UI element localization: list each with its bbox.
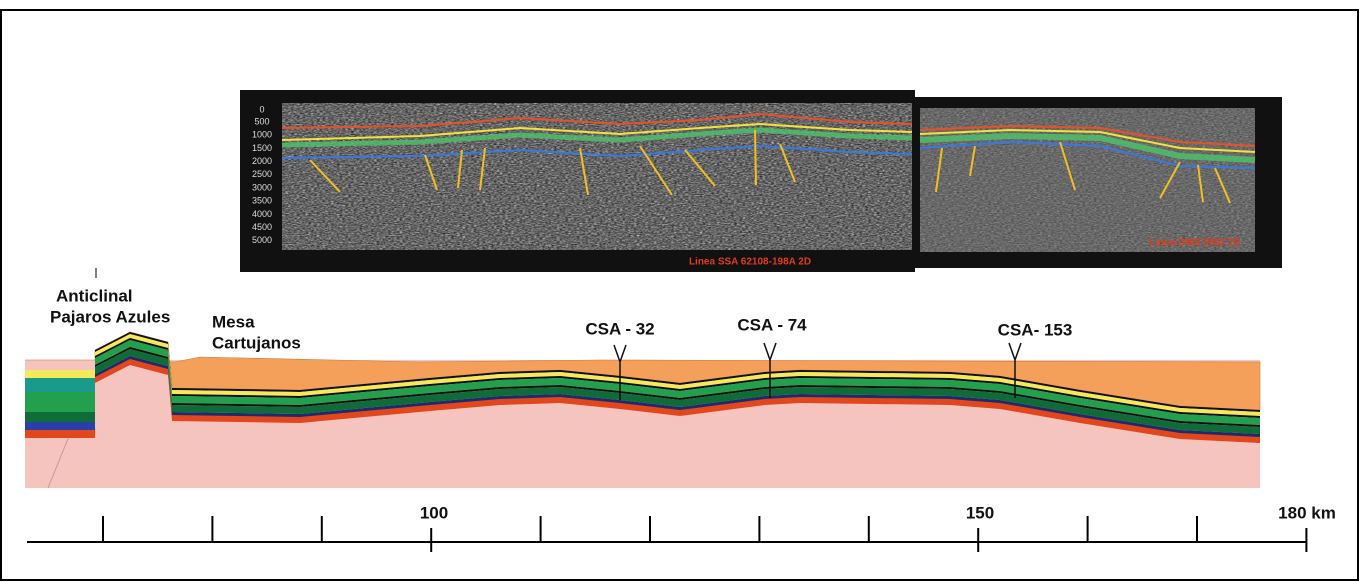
depth-label: 3000 — [252, 182, 272, 192]
depth-label: 4000 — [252, 209, 272, 219]
mesa-label: Mesa — [212, 312, 255, 331]
depth-label: 3500 — [252, 196, 272, 206]
anticline-label: Anticlinal — [56, 286, 133, 305]
depth-label: 1000 — [252, 130, 272, 140]
stratum — [25, 412, 95, 422]
depth-label: 2500 — [252, 169, 272, 179]
seismic-panel-2: Linea DMS 5092 2D — [915, 97, 1282, 268]
stratum — [25, 370, 95, 378]
seismic-line-label: Linea DMS 5092 2D — [1149, 238, 1241, 249]
scale-label: 150 — [966, 503, 994, 522]
stratum — [25, 392, 95, 412]
seismic-panel-1: 0 Linea SSA 62108-198A 2D 500 1000 1500 200… — [240, 90, 915, 272]
stratum — [25, 422, 95, 430]
mesa-label: Cartujanos — [212, 333, 301, 352]
svg-text:0: 0 — [259, 104, 264, 114]
depth-label: 4500 — [252, 222, 272, 232]
scale-label: 180 km — [1278, 503, 1336, 522]
stratum — [25, 378, 95, 392]
depth-label: 5000 — [252, 235, 272, 245]
depth-label: 500 — [254, 116, 269, 126]
cross-section — [25, 331, 1261, 489]
depth-label: 1500 — [252, 143, 272, 153]
seismic-line-label: Linea SSA 62108-198A 2D — [689, 257, 811, 268]
well-symbol — [1008, 342, 1022, 398]
well-label: CSA - 32 — [585, 319, 654, 338]
anticline-label: Pajaros Azules — [50, 307, 170, 326]
scale-label: 100 — [420, 503, 448, 522]
well-label: CSA- 153 — [998, 320, 1073, 339]
well-symbol — [763, 342, 777, 398]
well-label: CSA - 74 — [737, 315, 807, 334]
stratum — [25, 430, 95, 438]
scale-bar — [27, 516, 1308, 552]
well-symbol — [613, 344, 627, 400]
depth-label: 2000 — [252, 156, 272, 166]
